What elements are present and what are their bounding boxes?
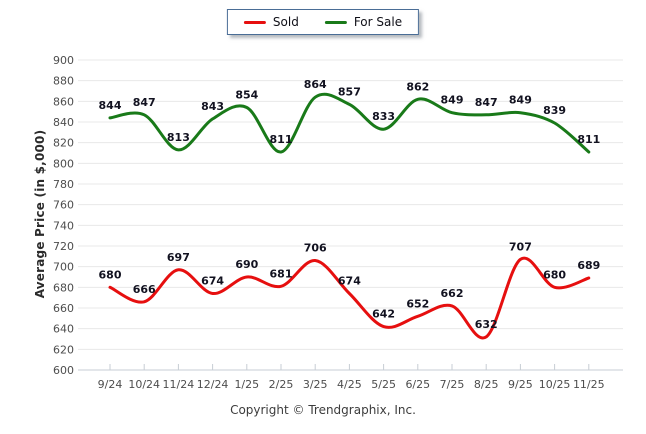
y-tick-label: 740: [53, 219, 74, 232]
data-label: 652: [406, 297, 429, 310]
data-label: 849: [441, 94, 464, 107]
y-tick-label: 780: [53, 178, 74, 191]
data-label: 632: [475, 318, 498, 331]
y-tick-label: 880: [53, 75, 74, 88]
data-label: 662: [441, 287, 464, 300]
data-label: 642: [372, 308, 395, 321]
data-label: 680: [543, 268, 566, 281]
data-label: 690: [235, 258, 258, 271]
y-tick-label: 840: [53, 116, 74, 129]
series-sold: 680 666 697 674 690 681 706 674 642 652 662 632 707 6…: [99, 240, 600, 340]
y-tick-label: 760: [53, 199, 74, 212]
x-tick-label: 9/25: [508, 378, 533, 391]
series-line-sold: [108, 256, 591, 340]
x-tick-label: 10/25: [539, 378, 571, 391]
series-line-for-sale: [108, 92, 591, 154]
data-label: 689: [577, 259, 600, 272]
legend-item-for-sale: For Sale: [324, 15, 403, 29]
data-label: 674: [201, 275, 224, 288]
data-label: 666: [133, 283, 156, 296]
for-sale-line-swatch: [324, 20, 347, 24]
y-tick-label: 680: [53, 281, 74, 294]
data-label: 864: [304, 78, 327, 91]
y-tick-label: 820: [53, 137, 74, 150]
x-tick-label: 2/25: [269, 378, 294, 391]
data-label: 697: [167, 251, 190, 264]
x-tick-label: 11/25: [573, 378, 605, 391]
y-axis-title: Average Price (in $,000): [33, 129, 47, 299]
x-tick-label: 10/24: [128, 378, 160, 391]
legend: Sold For Sale: [226, 9, 420, 35]
legend-label-for-sale: For Sale: [353, 15, 403, 29]
data-label: 847: [133, 96, 156, 109]
x-axis: 9/24 10/24 11/24 12/24 1/25 2/25 3/25 4/25 5/25 6…: [78, 364, 623, 391]
x-tick-label: 4/25: [337, 378, 362, 391]
x-tick-label: 11/24: [163, 378, 195, 391]
copyright-text: Copyright © Trendgraphix, Inc.: [230, 403, 416, 417]
data-label: 707: [509, 240, 532, 253]
x-tick-label: 12/24: [197, 378, 229, 391]
data-label: 813: [167, 131, 190, 144]
legend-item-sold: Sold: [243, 15, 299, 29]
data-label: 839: [543, 104, 566, 117]
x-tick-label: 7/25: [440, 378, 465, 391]
data-label: 680: [99, 268, 122, 281]
legend-label-sold: Sold: [272, 15, 299, 29]
y-tick-label: 600: [53, 364, 74, 377]
data-label: 843: [201, 100, 224, 113]
data-label: 854: [235, 89, 258, 102]
x-tick-label: 1/25: [234, 378, 259, 391]
x-tick-label: 8/25: [474, 378, 499, 391]
x-tick-label: 3/25: [303, 378, 328, 391]
x-tick-label: 9/24: [98, 378, 123, 391]
y-tick-label: 620: [53, 343, 74, 356]
data-label: 706: [304, 241, 327, 254]
data-label: 681: [270, 267, 293, 280]
y-tick-label: 860: [53, 95, 74, 108]
gridlines: 600 620 640 660 680 700 720 740 760 780 800 820 840 8…: [53, 54, 623, 377]
data-label: 844: [99, 99, 122, 112]
x-tick-label: 5/25: [371, 378, 396, 391]
x-tick-label: 6/25: [405, 378, 430, 391]
sold-line-swatch: [243, 20, 266, 24]
series-for-sale: 844 847 813 843 854 811 864 857 833 862 849 847 849 8…: [99, 78, 600, 154]
y-tick-label: 900: [53, 54, 74, 67]
data-label: 811: [270, 133, 293, 146]
y-tick-label: 640: [53, 323, 74, 336]
y-tick-label: 720: [53, 240, 74, 253]
data-label: 674: [338, 275, 361, 288]
data-label: 811: [577, 133, 600, 146]
data-label: 862: [406, 80, 429, 93]
data-label: 847: [475, 96, 498, 109]
data-label: 849: [509, 94, 532, 107]
y-tick-label: 700: [53, 261, 74, 274]
data-label: 857: [338, 85, 361, 98]
data-label: 833: [372, 110, 395, 123]
y-tick-label: 800: [53, 157, 74, 170]
y-tick-label: 660: [53, 302, 74, 315]
